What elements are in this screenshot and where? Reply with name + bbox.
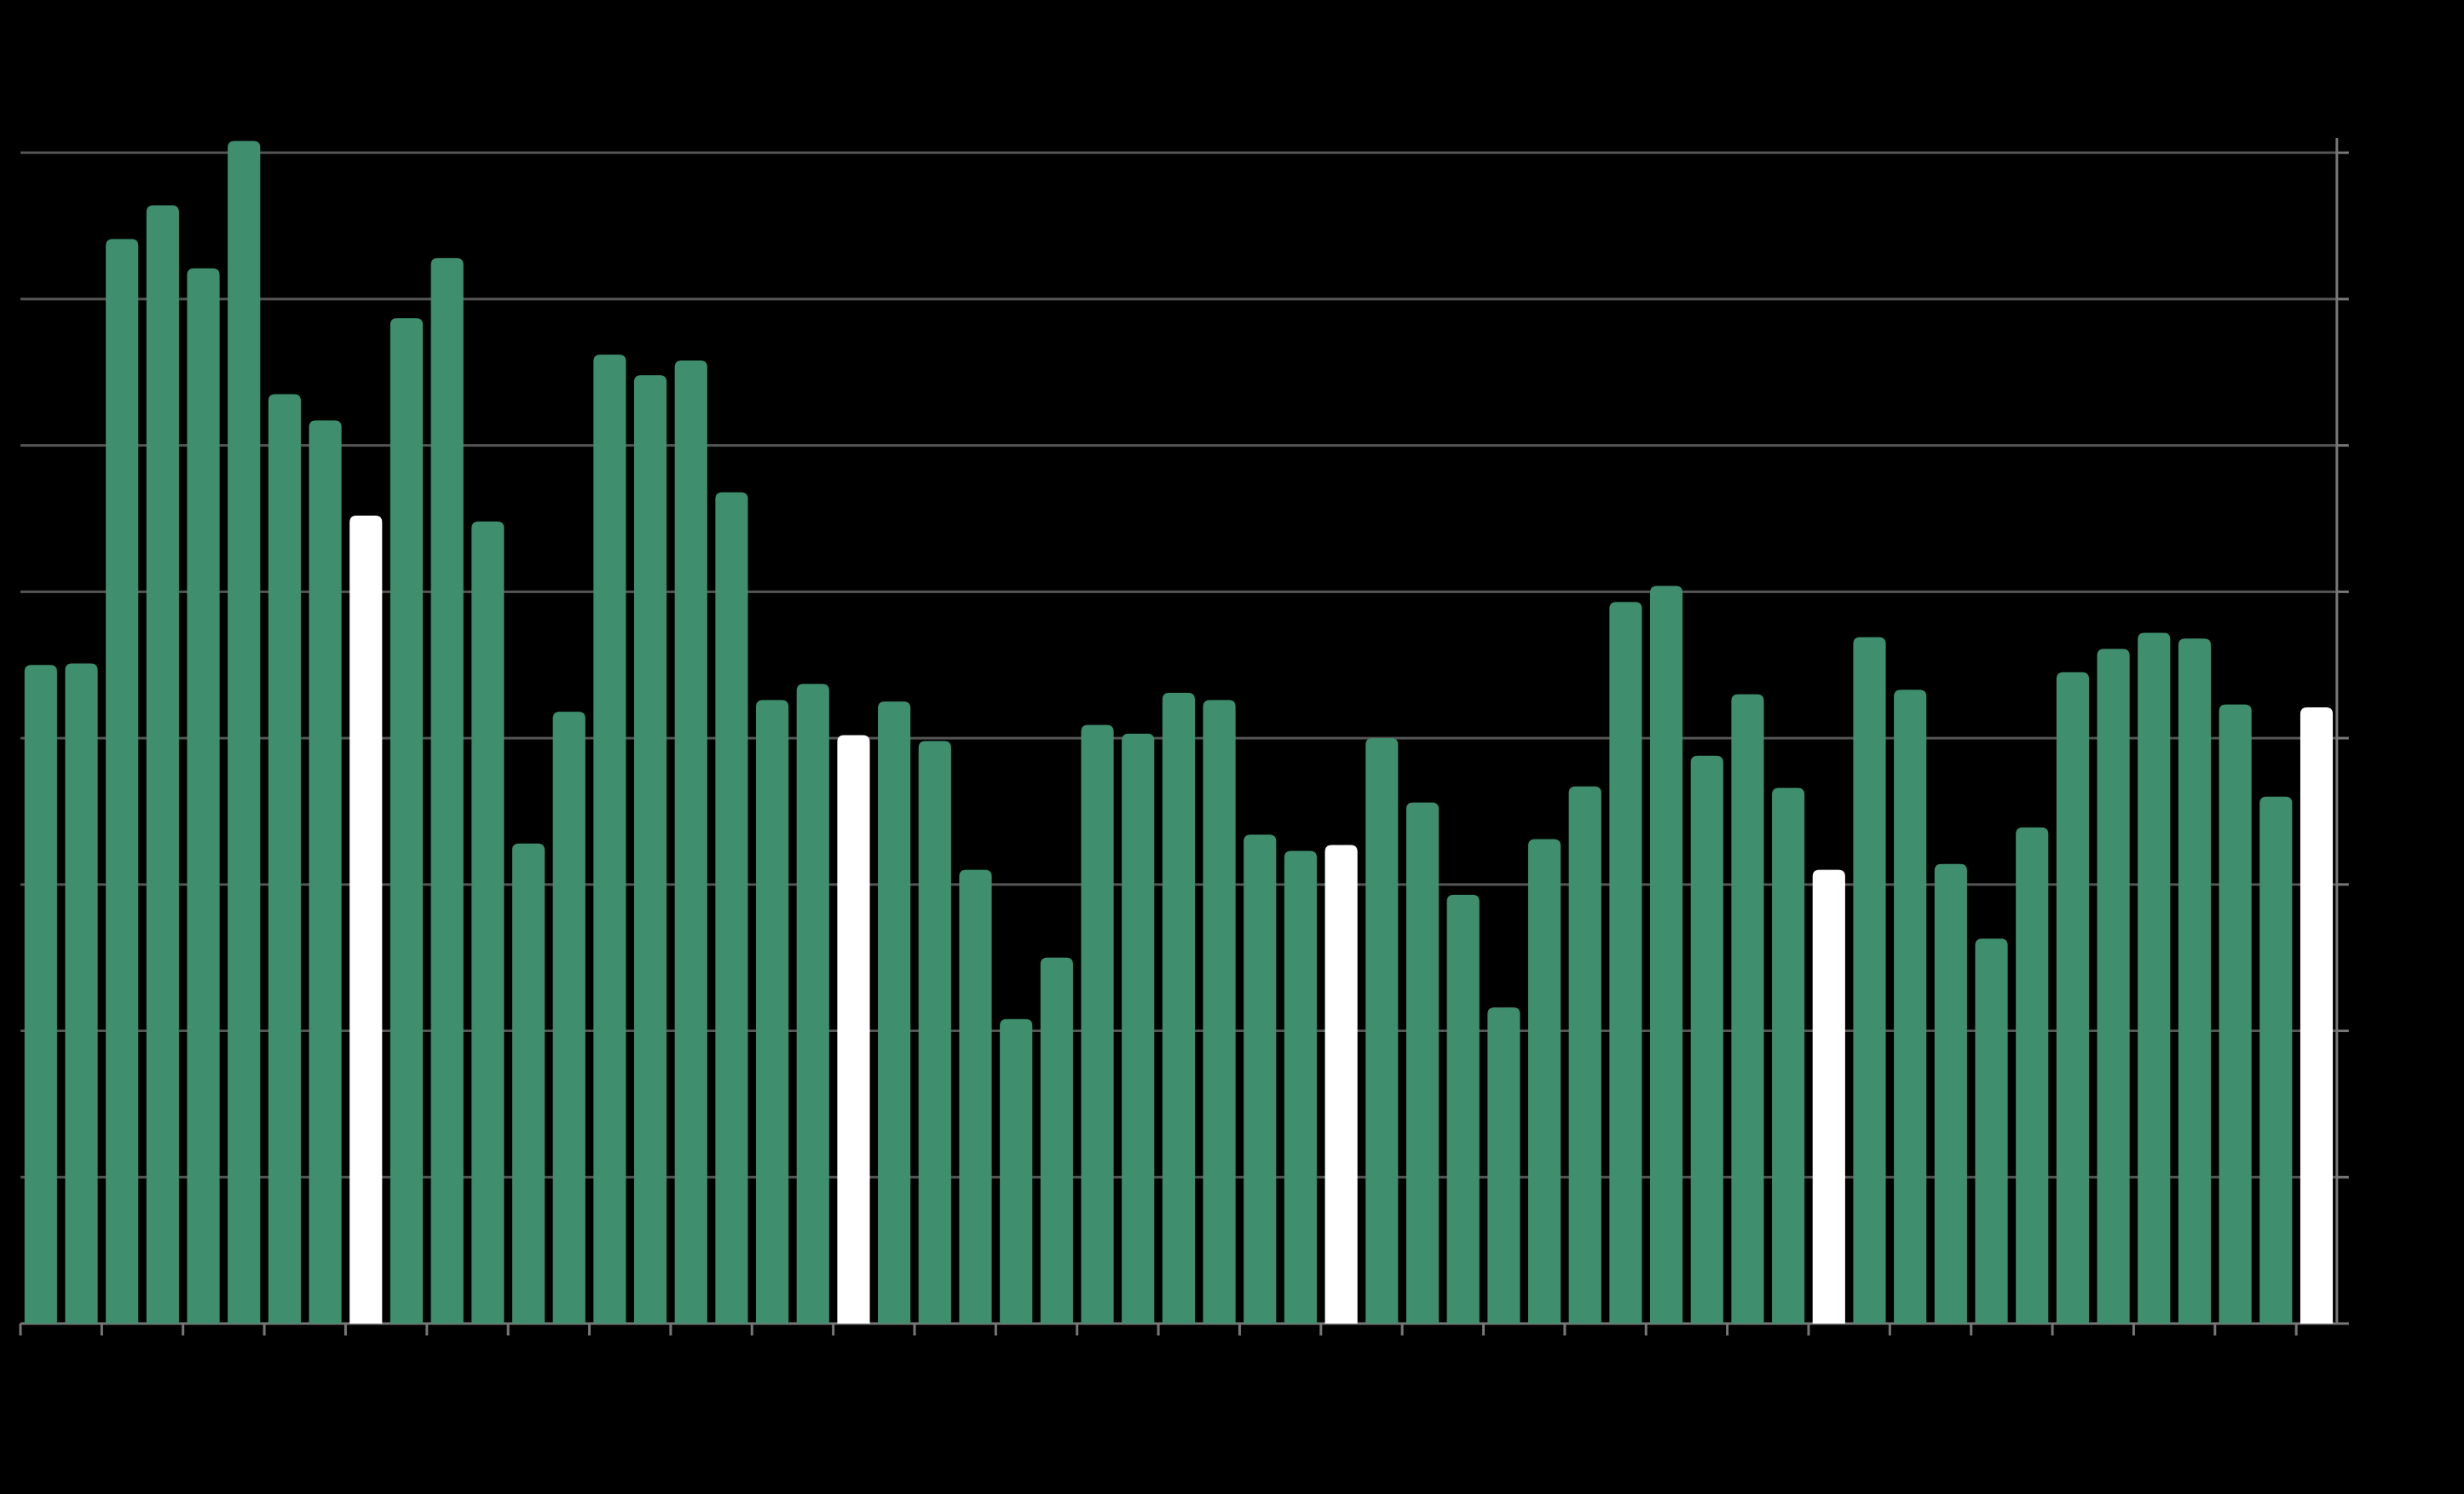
- bar: [1446, 894, 1480, 1324]
- bar: [187, 268, 220, 1324]
- bar: [349, 516, 383, 1324]
- bar: [633, 375, 667, 1324]
- bar: [2259, 796, 2293, 1324]
- bar: [2300, 707, 2334, 1324]
- bar: [837, 735, 870, 1324]
- bar: [878, 701, 911, 1324]
- bar: [1975, 938, 2008, 1324]
- bar: [2056, 672, 2089, 1324]
- bar: [1894, 689, 1927, 1324]
- bar: [1324, 845, 1358, 1324]
- bar: [756, 700, 789, 1324]
- bar: [796, 684, 829, 1324]
- bar: [1000, 1018, 1033, 1324]
- bar: [511, 843, 545, 1324]
- bar: [593, 355, 626, 1324]
- bar: [2219, 704, 2252, 1324]
- bar: [1772, 787, 1805, 1324]
- bar: [1405, 802, 1440, 1324]
- bar: [146, 205, 179, 1324]
- bar: [1162, 692, 1195, 1324]
- bar: [918, 741, 951, 1324]
- bar: [1609, 602, 1642, 1324]
- bar: [715, 492, 748, 1324]
- bar: [1284, 851, 1318, 1324]
- bar: [106, 239, 139, 1324]
- bar: [1203, 700, 1236, 1324]
- bar: [1244, 834, 1277, 1324]
- bar: [1365, 738, 1399, 1324]
- bar: [24, 665, 57, 1324]
- bar: [268, 394, 302, 1324]
- bar: [2097, 649, 2130, 1324]
- bar: [430, 257, 464, 1324]
- bar: [1487, 1007, 1521, 1324]
- bar: [959, 869, 992, 1324]
- bar: [1568, 786, 1601, 1324]
- bar: [1650, 585, 1683, 1324]
- bar: [2016, 827, 2049, 1324]
- bar: [2138, 632, 2171, 1324]
- bar: [2178, 638, 2212, 1324]
- bar: [65, 663, 98, 1324]
- bar: [1527, 839, 1561, 1324]
- bar: [1812, 869, 1845, 1324]
- bar: [552, 712, 586, 1324]
- bar: [1081, 724, 1114, 1324]
- bar: [1934, 863, 1967, 1324]
- bar: [390, 318, 424, 1324]
- bar: [1040, 957, 1073, 1324]
- bar: [1731, 694, 1764, 1324]
- bar: [674, 361, 707, 1324]
- bar: [1690, 755, 1723, 1324]
- bar: [471, 521, 505, 1324]
- bar: [1122, 733, 1155, 1324]
- bar: [309, 420, 342, 1324]
- bar: [1853, 637, 1886, 1324]
- bar: [228, 141, 261, 1324]
